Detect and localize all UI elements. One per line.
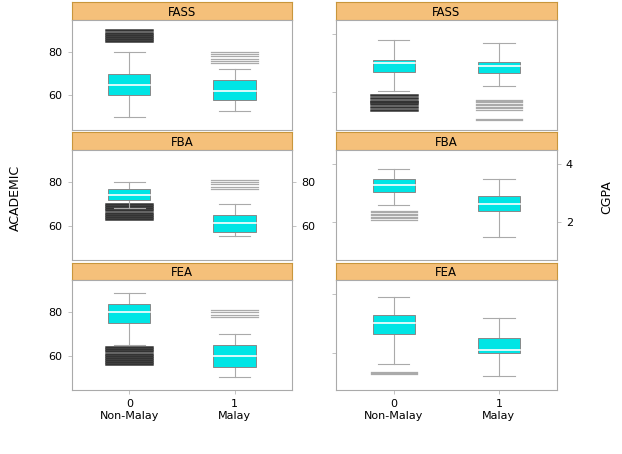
Bar: [373, 315, 415, 334]
Bar: [213, 345, 256, 366]
Bar: [478, 62, 520, 74]
Text: FASS: FASS: [432, 6, 460, 19]
Text: FEA: FEA: [435, 266, 457, 279]
Text: FBA: FBA: [435, 136, 458, 149]
Bar: [108, 74, 151, 95]
Bar: [108, 189, 151, 200]
Bar: [373, 60, 415, 72]
Bar: [373, 179, 415, 192]
Bar: [478, 196, 520, 211]
Bar: [108, 304, 151, 323]
Bar: [213, 215, 256, 232]
Bar: [213, 80, 256, 100]
Text: FEA: FEA: [171, 266, 193, 279]
Text: ACADEMIC: ACADEMIC: [9, 164, 22, 231]
Text: FBA: FBA: [170, 136, 193, 149]
Bar: [478, 338, 520, 353]
Text: FASS: FASS: [168, 6, 196, 19]
Text: CGPA: CGPA: [600, 181, 613, 214]
